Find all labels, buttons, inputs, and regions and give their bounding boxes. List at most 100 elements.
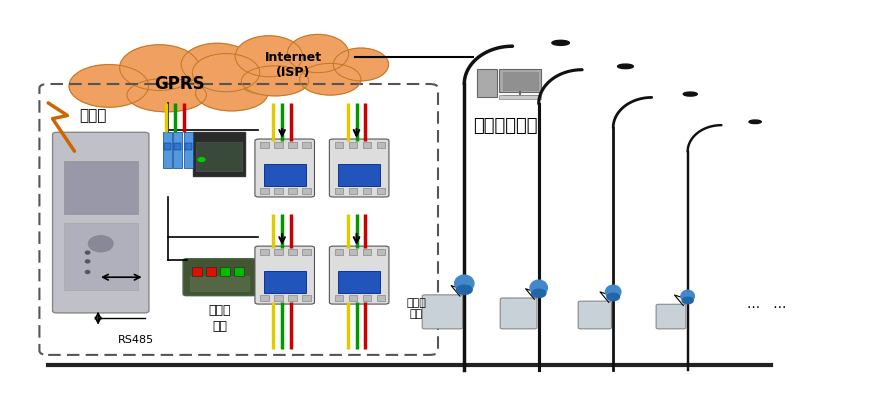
Bar [184,132,193,168]
Ellipse shape [681,290,695,302]
Ellipse shape [235,36,303,77]
Bar [477,69,497,97]
Ellipse shape [86,251,90,254]
Ellipse shape [242,66,308,96]
Ellipse shape [198,158,205,161]
Bar [349,142,357,148]
Bar [499,69,541,92]
Text: GPRS: GPRS [154,75,205,93]
FancyBboxPatch shape [578,301,611,329]
Ellipse shape [618,64,633,68]
Ellipse shape [86,270,90,273]
Bar [264,164,306,186]
Ellipse shape [749,120,761,123]
Bar [220,267,230,276]
Ellipse shape [456,285,472,294]
Bar [377,142,385,148]
Ellipse shape [455,275,474,292]
Bar [174,143,181,150]
Bar [185,143,192,150]
Bar [190,276,249,291]
Bar [196,142,242,171]
Bar [288,295,297,301]
FancyBboxPatch shape [500,298,537,329]
Bar [274,188,283,194]
Bar [335,142,343,148]
Bar [288,142,297,148]
Bar [377,249,385,255]
Bar [264,271,306,293]
Ellipse shape [236,58,300,95]
Ellipse shape [552,40,569,45]
Bar [288,249,297,255]
Bar [163,132,172,168]
Ellipse shape [181,43,253,86]
Bar [260,188,269,194]
Bar [335,249,343,255]
Text: 主站监控中心: 主站监控中心 [473,117,538,135]
Bar [363,249,371,255]
FancyBboxPatch shape [656,304,686,329]
FancyBboxPatch shape [329,139,389,197]
Ellipse shape [607,293,619,301]
Bar [64,161,138,214]
Bar [363,142,371,148]
Bar [234,267,244,276]
Bar [335,188,343,194]
Bar [349,188,357,194]
Bar [499,94,541,99]
Text: 回路控
制器: 回路控 制器 [208,304,230,333]
Ellipse shape [120,45,199,90]
Ellipse shape [683,92,697,96]
Bar [349,295,357,301]
FancyBboxPatch shape [53,132,149,313]
Bar [338,164,380,186]
FancyBboxPatch shape [255,246,314,304]
Bar [503,72,538,90]
Ellipse shape [86,260,90,263]
Ellipse shape [88,236,113,252]
Ellipse shape [69,65,149,107]
Bar [302,188,311,194]
Ellipse shape [300,63,361,95]
Bar [302,142,311,148]
Bar [193,132,245,176]
Ellipse shape [530,280,548,295]
FancyBboxPatch shape [422,295,463,329]
Ellipse shape [287,34,349,73]
Bar [260,142,269,148]
FancyBboxPatch shape [255,139,314,197]
Text: Internet
(ISP): Internet (ISP) [265,51,322,79]
Ellipse shape [682,297,693,304]
Ellipse shape [333,48,389,81]
Bar [302,295,311,301]
Bar [338,271,380,293]
Bar [164,143,171,150]
Bar [363,188,371,194]
Ellipse shape [605,285,621,299]
Bar [377,295,385,301]
Bar [64,223,138,290]
Bar [274,142,283,148]
FancyBboxPatch shape [329,246,389,304]
Bar [377,188,385,194]
Bar [274,249,283,255]
Bar [274,295,283,301]
Bar [173,132,182,168]
Bar [363,295,371,301]
Text: ...   ...: ... ... [747,297,786,312]
Bar [302,249,311,255]
Bar [335,295,343,301]
FancyBboxPatch shape [183,259,256,296]
Bar [288,188,297,194]
Bar [192,267,202,276]
Ellipse shape [532,289,546,297]
Bar [260,249,269,255]
Bar [206,267,216,276]
Text: 单灯控
制器: 单灯控 制器 [406,298,426,320]
Ellipse shape [127,78,207,112]
Bar [260,295,269,301]
Text: RS485: RS485 [118,335,154,345]
Ellipse shape [193,54,260,92]
Ellipse shape [195,76,268,111]
